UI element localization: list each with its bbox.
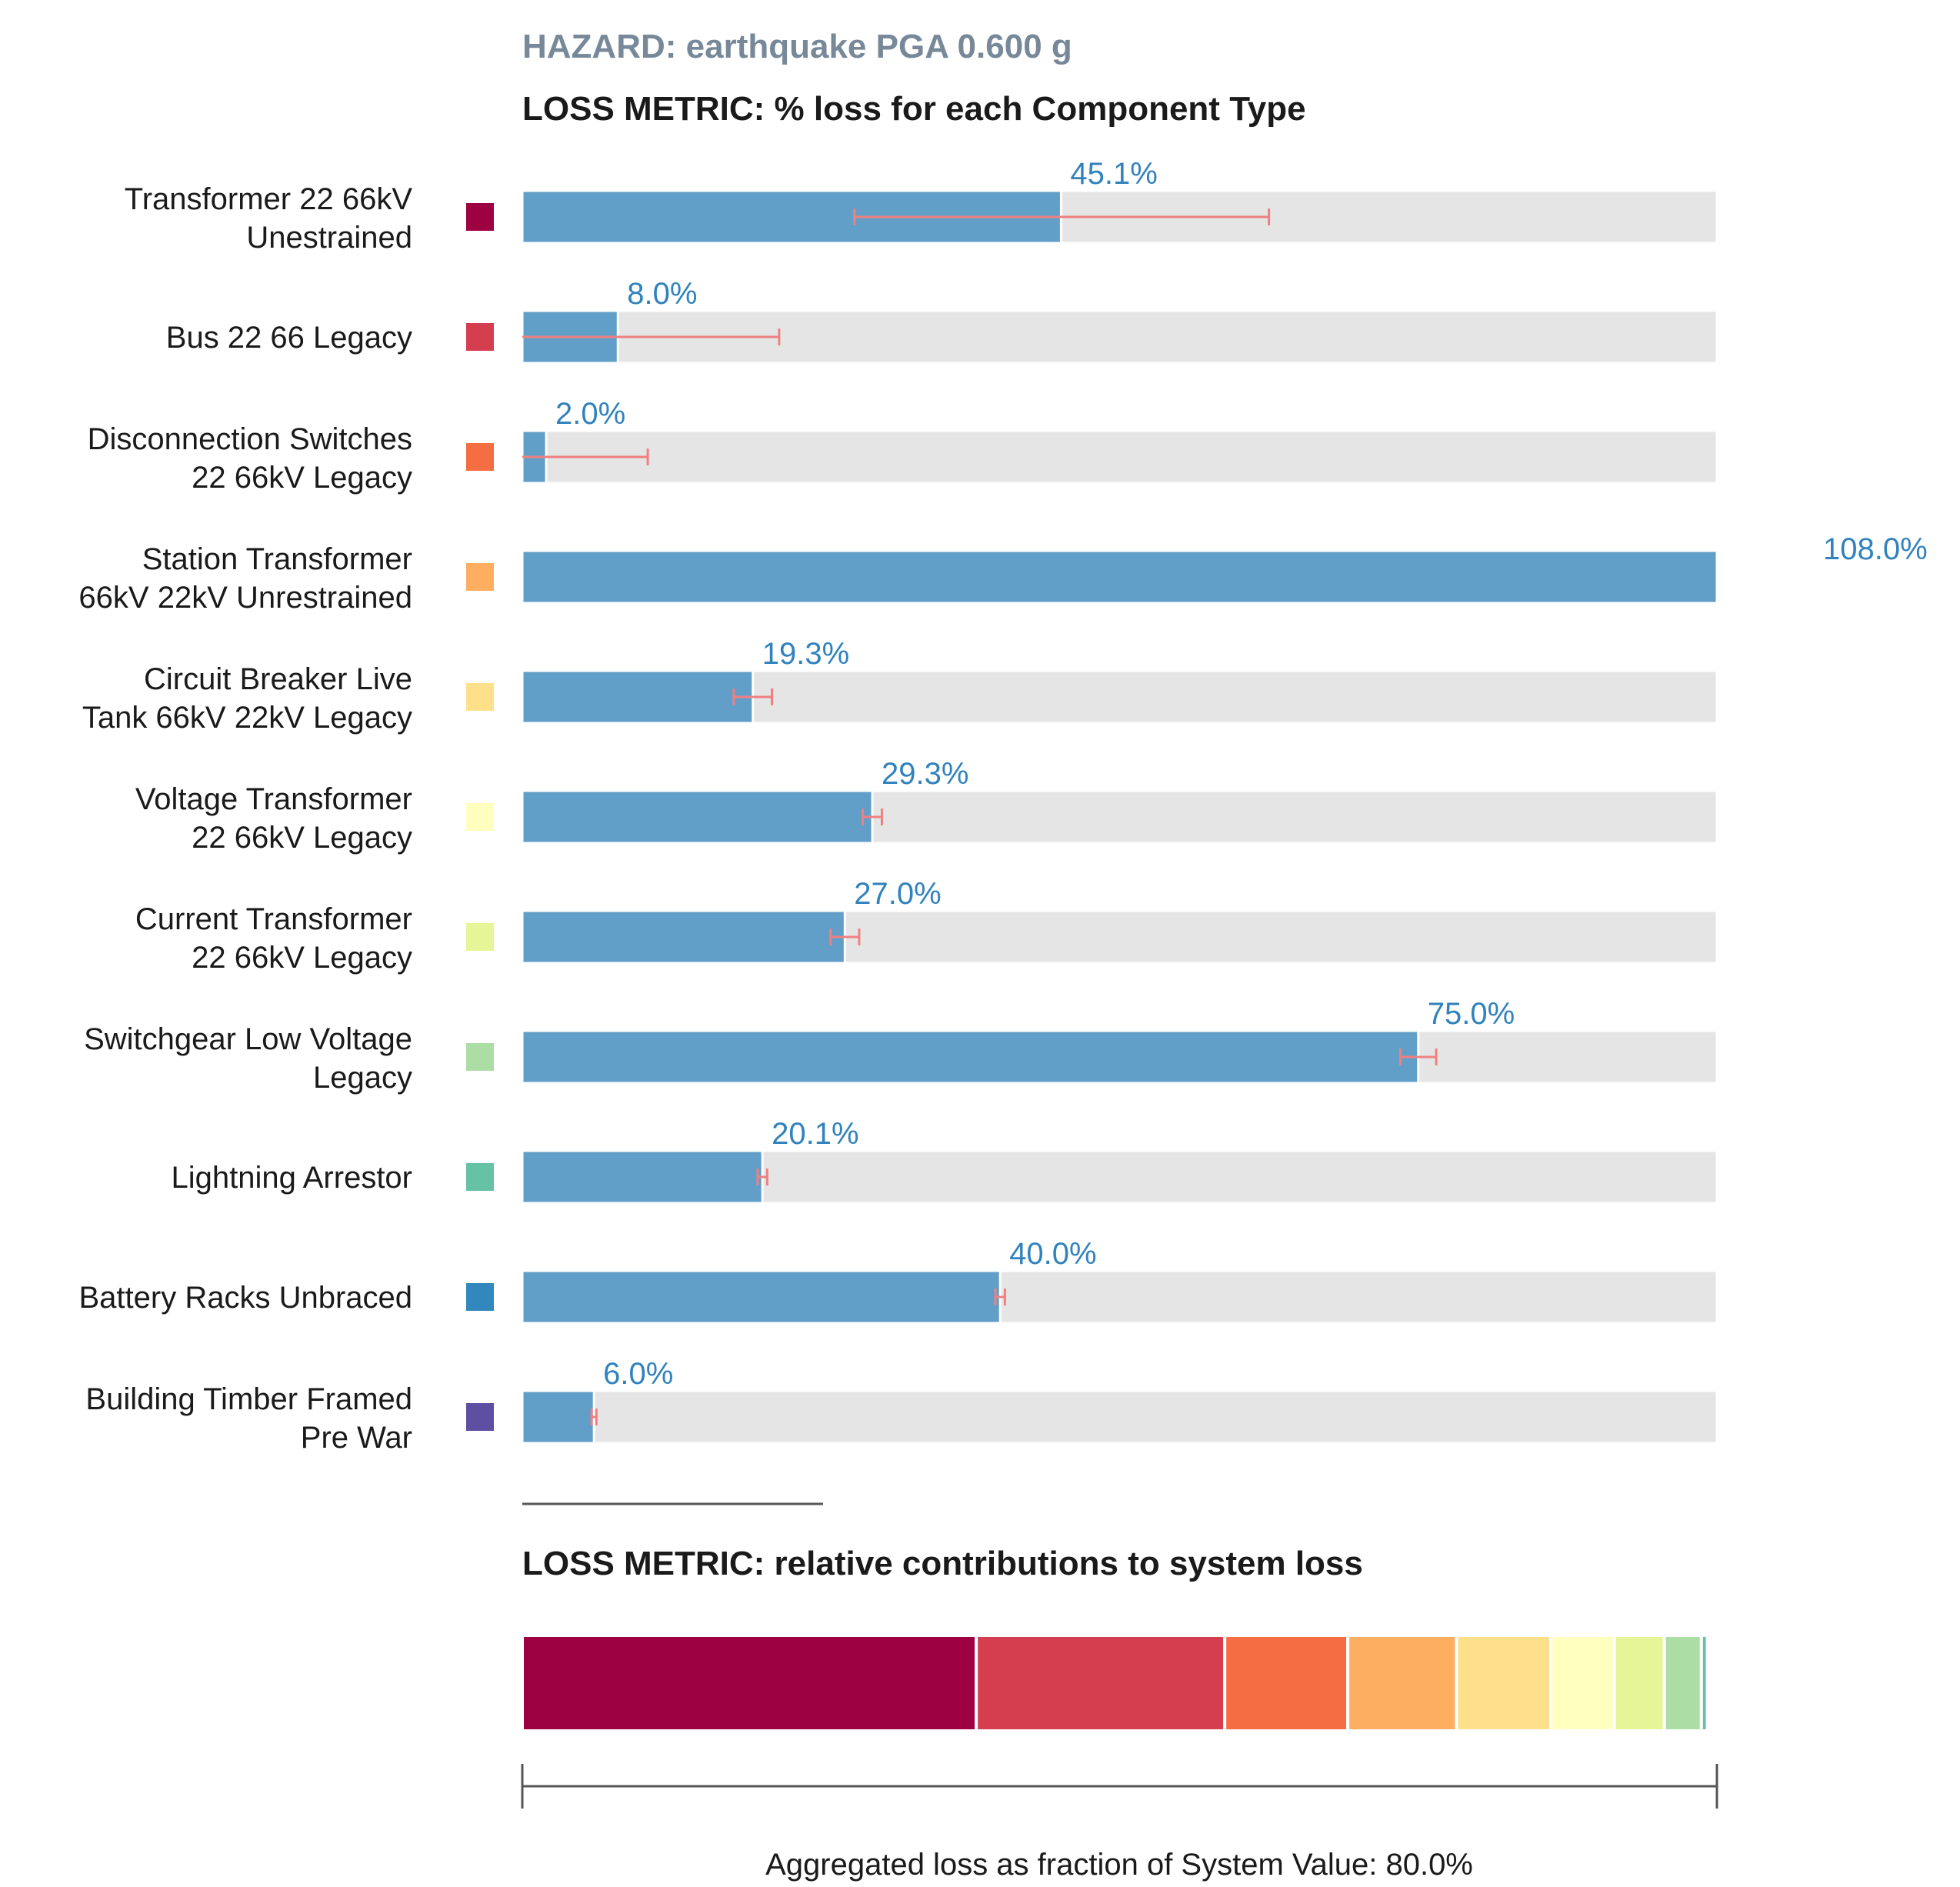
contribution-segment [1549, 1634, 1616, 1732]
component-row: Switchgear Low Voltage Legacy 75.0% [84, 997, 1718, 1095]
contribution-segment [1612, 1634, 1666, 1732]
value-label: 8.0% [627, 277, 697, 311]
component-row: Current Transformer 22 66kV Legacy 27.0% [135, 877, 1718, 975]
loss-bar [521, 789, 874, 845]
component-label: Voltage Transformer 22 66kV Legacy [135, 782, 412, 855]
component-color-swatch [466, 683, 494, 711]
component-color-swatch [466, 1043, 494, 1071]
component-row: Station Transformer 66kV 22kV Unrestraine… [78, 532, 1927, 615]
error-bar [994, 1289, 1006, 1305]
loss-bar [521, 549, 1718, 605]
component-label: Switchgear Low Voltage Legacy [84, 1022, 412, 1095]
component-label: Building Timber Framed Pre War [85, 1382, 412, 1455]
value-label: 20.1% [772, 1117, 858, 1151]
component-label: Transformer 22 66kV Unestrained [125, 182, 413, 255]
loss-bar [521, 909, 846, 965]
component-color-swatch [466, 1403, 494, 1431]
error-bar [522, 328, 781, 345]
value-label: 29.3% [882, 757, 968, 791]
value-label: 45.1% [1070, 157, 1157, 191]
error-bar [732, 688, 774, 705]
value-label: 19.3% [762, 637, 849, 671]
error-bar [1398, 1049, 1438, 1065]
component-color-swatch [466, 1163, 494, 1191]
contribution-stacked-bar [521, 1634, 1709, 1732]
contribution-chart-title: LOSS METRIC: relative contributions to s… [522, 1545, 1363, 1582]
component-color-swatch [466, 803, 494, 831]
value-label: 108.0% [1823, 532, 1928, 566]
value-label: 6.0% [603, 1357, 673, 1391]
bar-track [521, 1389, 1718, 1445]
contribution-segment [1346, 1634, 1458, 1732]
component-label: Circuit Breaker Live Tank 66kV 22kV Legac… [82, 662, 412, 735]
hazard-title: HAZARD: earthquake PGA 0.600 g [522, 28, 1072, 65]
component-row: Voltage Transformer 22 66kV Legacy 29.3% [135, 757, 1718, 855]
component-row: Battery Racks Unbraced 40.0% [78, 1237, 1718, 1325]
component-row: Building Timber Framed Pre War 6.0% [85, 1357, 1718, 1455]
component-row: Disconnection Switches 22 66kV Legacy 2.0% [88, 397, 1718, 495]
value-label: 27.0% [854, 877, 941, 911]
contribution-axis [521, 1764, 1718, 1809]
contribution-segment [1662, 1634, 1703, 1732]
component-color-swatch [466, 443, 494, 471]
error-bar [862, 808, 883, 825]
contribution-segment [975, 1634, 1227, 1732]
loss-bar [521, 1389, 595, 1445]
component-label: Bus 22 66 Legacy [166, 321, 412, 355]
loss-bar [521, 1149, 764, 1205]
component-color-swatch [466, 323, 494, 351]
contribution-segment [1223, 1634, 1350, 1732]
component-color-swatch [466, 203, 494, 231]
component-label: Station Transformer 66kV 22kV Unrestraine… [78, 542, 412, 615]
component-color-swatch [466, 1283, 494, 1311]
error-bar [853, 208, 1271, 225]
value-label: 40.0% [1009, 1237, 1096, 1271]
component-label: Current Transformer 22 66kV Legacy [135, 902, 412, 975]
percent-loss-chart-title: LOSS METRIC: % loss for each Component T… [522, 90, 1306, 128]
component-row: Transformer 22 66kV Unestrained 45.1% [125, 157, 1718, 255]
component-row: Circuit Breaker Live Tank 66kV 22kV Legac… [82, 637, 1718, 735]
error-bar [522, 448, 649, 465]
value-label: 75.0% [1428, 997, 1515, 1031]
contribution-segment [1455, 1634, 1553, 1732]
component-rows: Transformer 22 66kV Unestrained 45.1% Bus 2… [78, 157, 1927, 1455]
error-bar [829, 928, 861, 945]
bar-track [521, 429, 1718, 485]
component-color-swatch [466, 923, 494, 951]
loss-bar [521, 1029, 1420, 1085]
loss-bar [521, 1269, 1002, 1325]
component-label: Disconnection Switches 22 66kV Legacy [88, 422, 412, 495]
component-label: Lightning Arrestor [171, 1161, 412, 1195]
component-label: Battery Racks Unbraced [78, 1281, 412, 1315]
error-bar [590, 1409, 598, 1425]
value-label: 2.0% [555, 397, 625, 431]
contribution-segment [1699, 1634, 1709, 1732]
contribution-segment [521, 1634, 978, 1732]
component-row: Bus 22 66 Legacy 8.0% [166, 277, 1718, 365]
component-color-swatch [466, 563, 494, 591]
aggregated-loss-label: Aggregated loss as fraction of System Va… [765, 1848, 1473, 1882]
component-row: Lightning Arrestor 20.1% [171, 1117, 1718, 1205]
error-bar [756, 1169, 768, 1185]
loss-bar [521, 669, 755, 725]
